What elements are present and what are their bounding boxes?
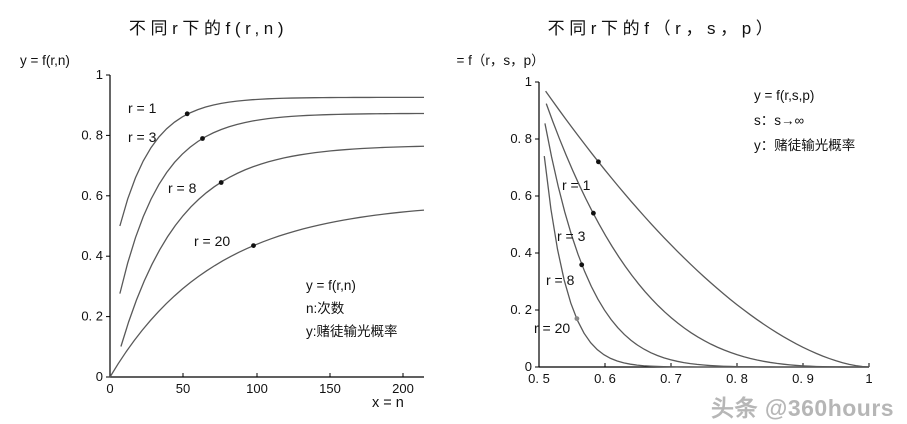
- svg-text:0. 5: 0. 5: [528, 371, 550, 386]
- svg-text:r = 3: r = 3: [128, 129, 157, 145]
- svg-text:r = 1: r = 1: [128, 100, 157, 116]
- svg-text:x = n: x = n: [372, 395, 404, 411]
- svg-text:r = 1: r = 1: [562, 177, 591, 193]
- svg-text:0. 9: 0. 9: [792, 371, 814, 386]
- svg-text:r = 20: r = 20: [534, 320, 570, 336]
- svg-text:y = f（r，s，p）: y = f（r，s，p）: [454, 53, 545, 68]
- svg-text:y = f(r,n): y = f(r,n): [20, 53, 70, 68]
- svg-text:y：赌徒输光概率: y：赌徒输光概率: [754, 137, 855, 153]
- svg-text:s：s→∞: s：s→∞: [754, 113, 805, 128]
- svg-text:r = 3: r = 3: [557, 228, 586, 244]
- svg-text:0. 8: 0. 8: [510, 131, 532, 146]
- svg-text:1: 1: [96, 67, 103, 82]
- svg-text:0: 0: [106, 381, 113, 396]
- svg-text:0. 8: 0. 8: [81, 127, 103, 142]
- svg-text:0. 7: 0. 7: [660, 371, 682, 386]
- svg-text:150: 150: [319, 381, 341, 396]
- svg-text:n:次数: n:次数: [306, 301, 345, 316]
- svg-text:50: 50: [176, 381, 190, 396]
- svg-text:y:赌徒输光概率: y:赌徒输光概率: [306, 323, 398, 339]
- svg-text:r = 20: r = 20: [194, 233, 230, 249]
- svg-text:0. 2: 0. 2: [81, 309, 103, 324]
- svg-text:0. 6: 0. 6: [594, 371, 616, 386]
- svg-text:0: 0: [96, 369, 103, 384]
- svg-text:0. 8: 0. 8: [726, 371, 748, 386]
- svg-text:y = f(r,s,p): y = f(r,s,p): [754, 88, 814, 103]
- svg-text:200: 200: [392, 381, 414, 396]
- svg-text:100: 100: [246, 381, 268, 396]
- svg-text:r = 8: r = 8: [546, 272, 575, 288]
- svg-text:1: 1: [865, 371, 872, 386]
- svg-text:0. 6: 0. 6: [510, 188, 532, 203]
- svg-text:1: 1: [525, 74, 532, 89]
- svg-text:y = f(r,n): y = f(r,n): [306, 278, 356, 293]
- svg-text:0. 2: 0. 2: [510, 302, 532, 317]
- svg-text:0. 4: 0. 4: [81, 248, 103, 263]
- svg-text:0. 6: 0. 6: [81, 188, 103, 203]
- svg-text:r = 8: r = 8: [168, 180, 197, 196]
- svg-text:0. 4: 0. 4: [510, 245, 532, 260]
